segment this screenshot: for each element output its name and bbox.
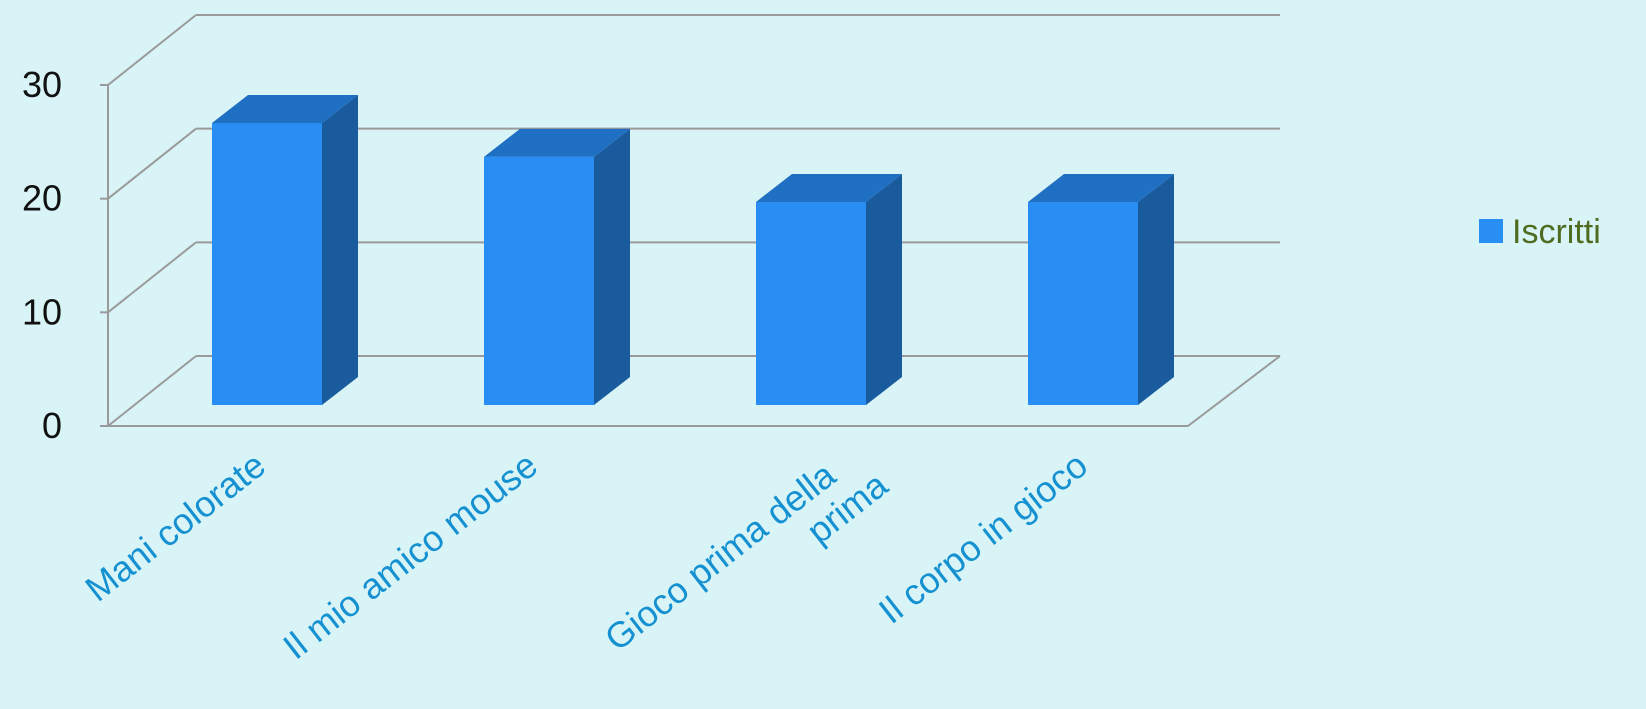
bar-top xyxy=(212,95,358,123)
bar-top xyxy=(484,128,630,157)
bar-2 xyxy=(484,128,630,405)
gridline-side xyxy=(107,241,197,314)
bar-3 xyxy=(756,173,902,405)
x-tick-label: Mani colorate xyxy=(77,444,273,609)
bar-front xyxy=(1028,201,1138,405)
bar-side xyxy=(1138,173,1174,405)
bar-top xyxy=(756,173,902,202)
legend-label: Iscritti xyxy=(1512,213,1601,251)
bar-side xyxy=(594,128,630,405)
gridline-side xyxy=(107,127,197,200)
bar-top xyxy=(1028,173,1174,202)
x-tick-label: Gioco prima dellaprima xyxy=(597,432,896,690)
y-tick-label: 30 xyxy=(22,64,62,105)
bar-front xyxy=(484,156,594,405)
floor-edge xyxy=(1187,355,1281,427)
legend: Iscritti xyxy=(1479,213,1601,251)
gridline-side xyxy=(107,355,197,427)
y-tick-label: 20 xyxy=(22,178,62,219)
gridline-side xyxy=(107,14,197,86)
y-axis: 0 10 20 30 xyxy=(22,64,62,446)
x-tick-label: Il mio amico mouse xyxy=(275,444,545,667)
grid-layer xyxy=(100,14,1281,427)
x-tick-label: Il corpo in gioco xyxy=(871,444,1095,632)
bar-side xyxy=(866,173,902,405)
legend-swatch xyxy=(1479,219,1503,243)
y-tick-label: 0 xyxy=(42,405,62,446)
bar-layer xyxy=(212,95,1174,405)
bar-front xyxy=(756,201,866,405)
bar-front xyxy=(212,123,322,405)
x-axis: Mani colorate Il mio amico mouse Gioco pri… xyxy=(77,432,1095,690)
x-tick-label-line: Gioco prima della xyxy=(597,453,844,658)
bar-4 xyxy=(1028,173,1174,405)
bar-side xyxy=(322,95,358,405)
bar-1 xyxy=(212,95,358,405)
y-tick-label: 10 xyxy=(22,291,62,332)
